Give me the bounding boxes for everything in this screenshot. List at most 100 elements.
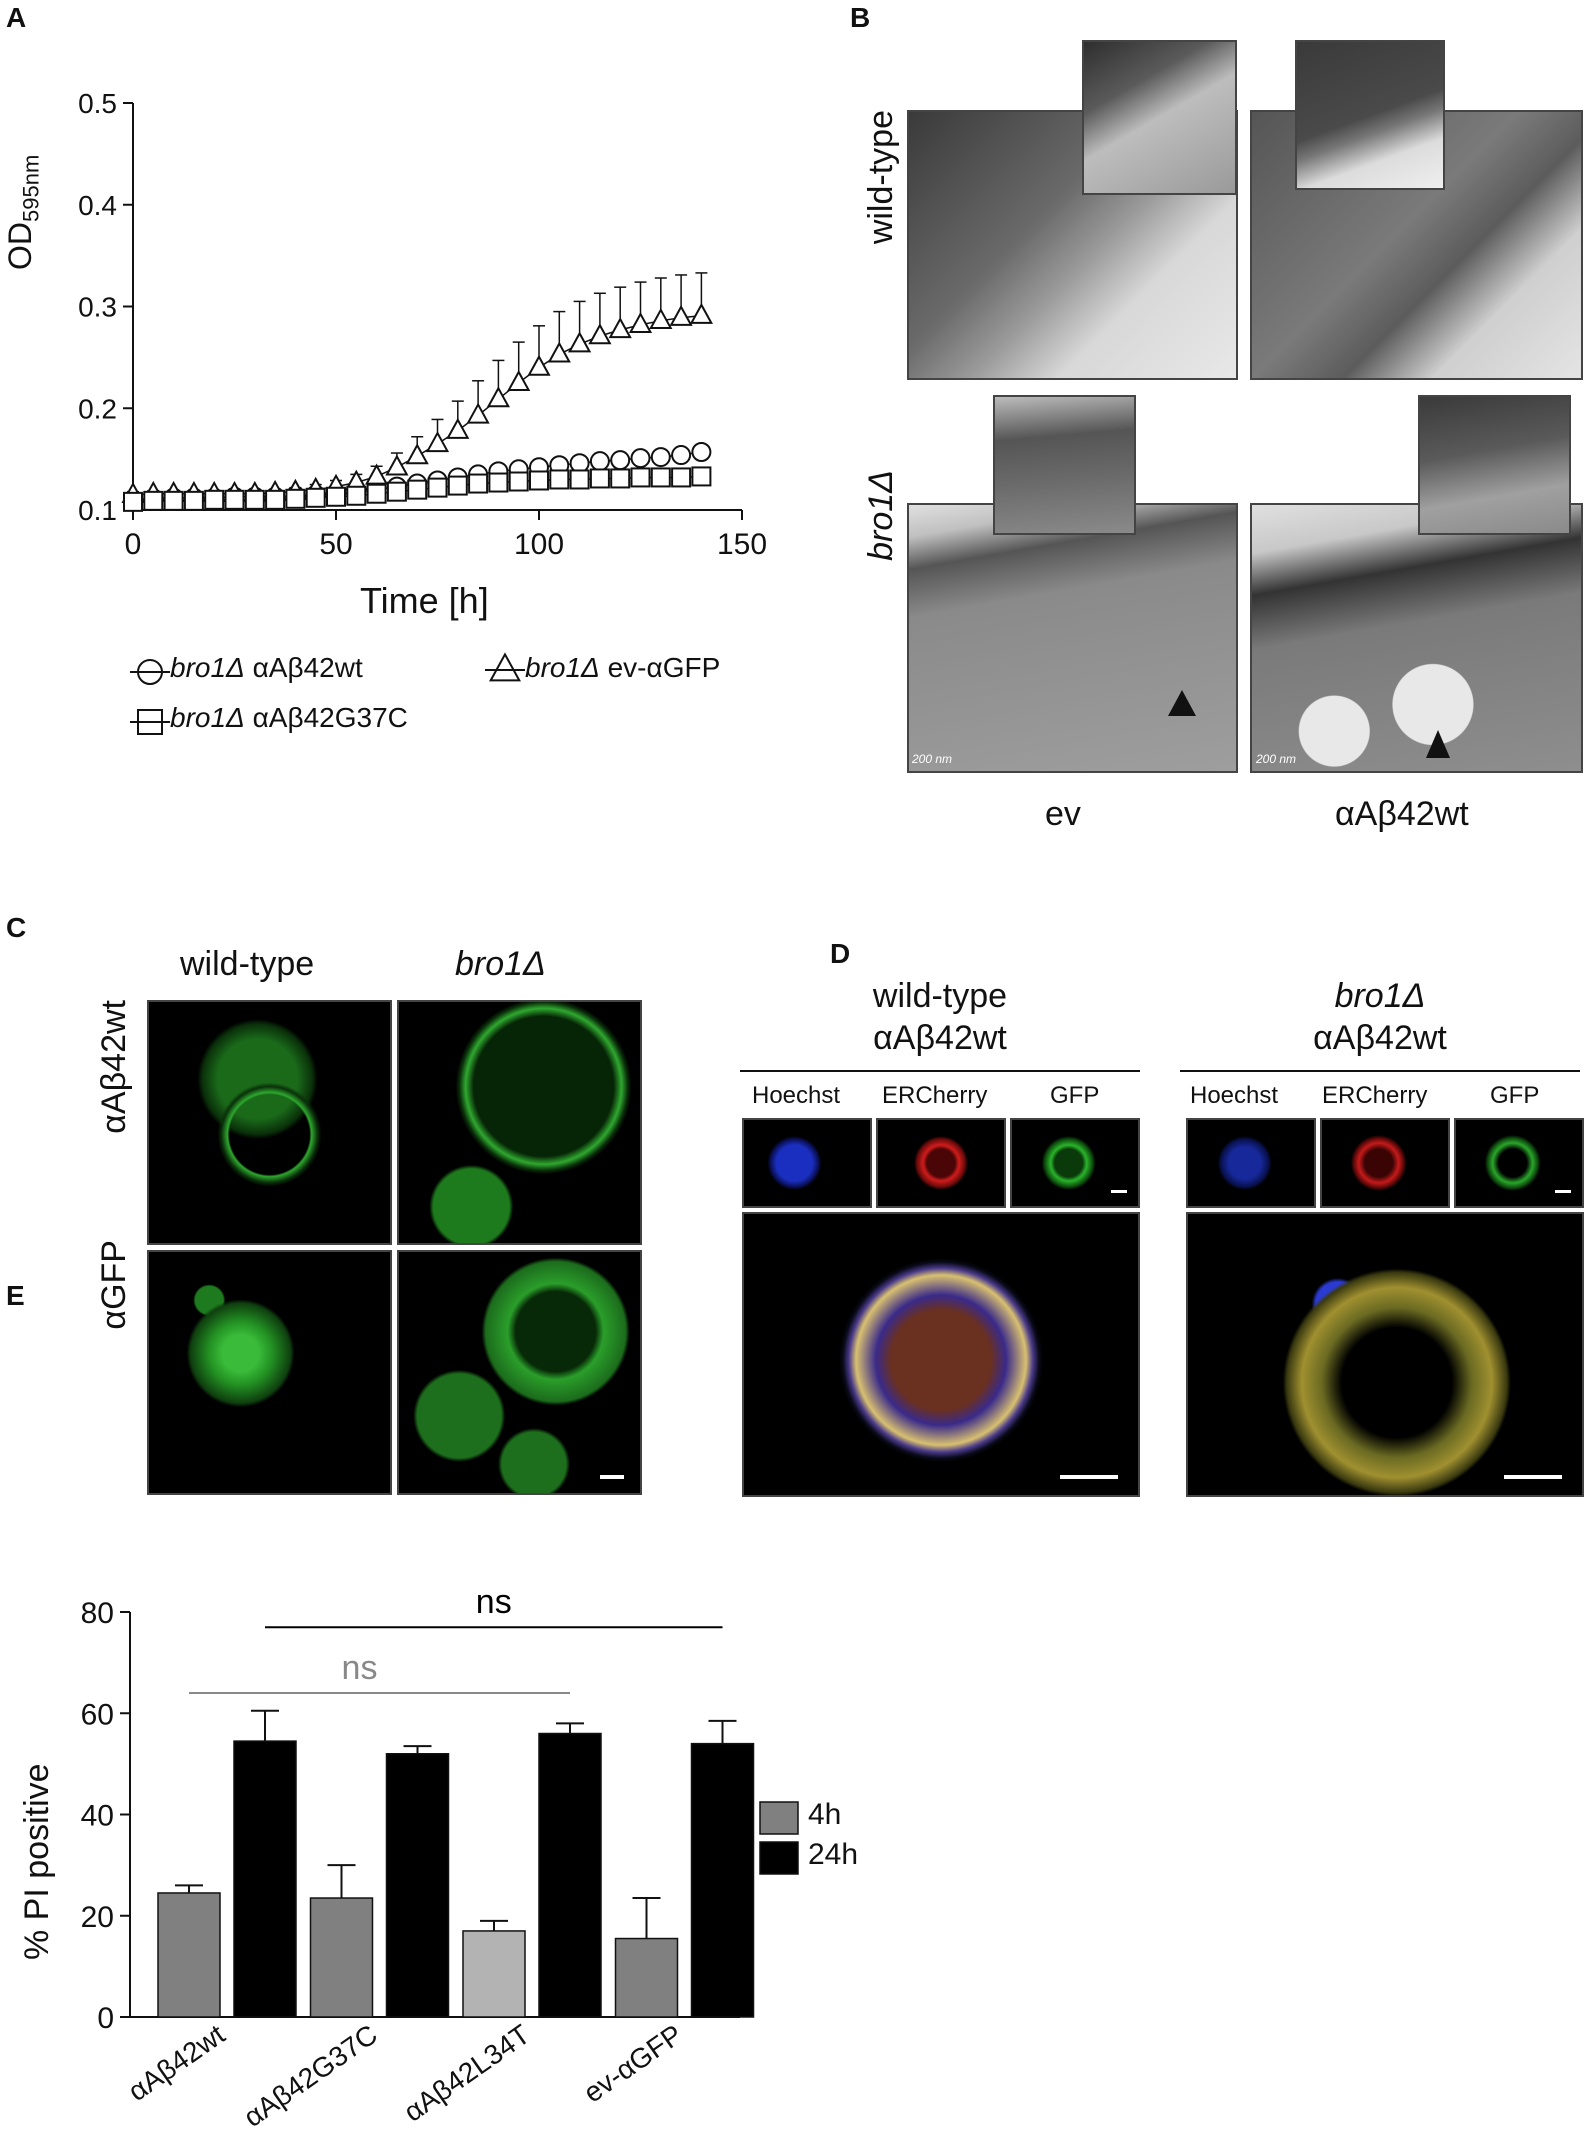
data-point (630, 448, 651, 469)
y-tick-label: 80 (81, 1597, 114, 1630)
significance-label: ns (342, 1649, 378, 1687)
bar (538, 1732, 602, 2018)
data-point (366, 483, 387, 504)
data-point (447, 475, 468, 496)
fluor-tile-wt-hoechst (742, 1118, 872, 1208)
data-point (508, 471, 529, 492)
channel-label-gfp: GFP (1050, 1082, 1100, 1109)
channel-label-hoechst: Hoechst (752, 1082, 841, 1109)
arrowhead-marker (1426, 730, 1450, 758)
data-point (385, 454, 409, 476)
data-point (691, 466, 712, 487)
data-point (285, 488, 306, 509)
channel-label-gfp: GFP (1490, 1082, 1540, 1109)
scale-bar (1111, 1190, 1127, 1193)
data-point (346, 485, 367, 506)
data-point (527, 354, 551, 376)
data-point (669, 304, 693, 326)
data-point (569, 469, 590, 490)
data-point (143, 490, 164, 511)
fluor-image-bro1-abeta (397, 1000, 642, 1245)
fluor-image-wt-gfp (147, 1250, 392, 1495)
bar (233, 1740, 297, 2018)
channel-label-ercherry: ERCherry (1322, 1082, 1428, 1109)
legend-swatch-4h (759, 1801, 799, 1835)
y-axis-label-pi: % PI positive (18, 1763, 56, 1960)
y-tick-label: 0.1 (78, 495, 117, 526)
data-point (446, 417, 470, 439)
legend-marker-triangle (489, 652, 521, 682)
channel-label-ercherry: ERCherry (882, 1082, 988, 1109)
fluor-tile-wt-ercherry (876, 1118, 1006, 1208)
data-point (326, 486, 346, 507)
legend-e-label-24h: 24h (808, 1838, 859, 1871)
y-tick-label: 0.2 (78, 393, 117, 424)
x-tick-label: αAβ42L34T (398, 2019, 535, 2128)
legend-a: bro1Δ αAβ42wt bro1Δ ev-αGFP bro1Δ αAβ42G… (110, 650, 910, 760)
scale-bar (600, 1475, 624, 1479)
panel-b-col-label-abeta: αAβ42wt (1335, 795, 1469, 833)
bar (462, 1930, 526, 2018)
scale-bar (1555, 1190, 1571, 1193)
em-inset-bro1-ev (993, 395, 1136, 535)
data-point (529, 470, 549, 491)
data-point (224, 489, 245, 510)
panel-d-group-wt: wild-type αAβ42wt (872, 977, 1008, 1057)
scale-bar (1060, 1475, 1118, 1479)
legend-item-triangle: bro1Δ ev-αGFP (525, 652, 721, 683)
fluor-tile-bro1-hoechst (1186, 1118, 1316, 1208)
data-point (386, 481, 407, 502)
x-tick-label: 0 (125, 528, 142, 561)
panel-c-col-label-wt: wild-type (180, 945, 315, 983)
x-tick-label: 150 (717, 528, 767, 561)
fluor-merge-bro1 (1186, 1212, 1584, 1497)
data-point (466, 402, 490, 424)
x-tick-label: 100 (514, 528, 564, 561)
data-point (628, 311, 653, 334)
x-axis-label-time: Time [h] (360, 580, 489, 621)
divider (1180, 1070, 1580, 1072)
data-point (610, 468, 631, 489)
legend-item-square: bro1Δ αAβ42G37C (170, 702, 408, 733)
data-point (365, 463, 389, 485)
data-point (163, 490, 184, 511)
x-tick-label: αAβ42wt (122, 2018, 230, 2107)
fluor-merge-wt (742, 1212, 1140, 1497)
channel-label-hoechst: Hoechst (1190, 1082, 1279, 1109)
panel-c-col-label-bro1: bro1Δ (455, 945, 546, 983)
data-point (407, 479, 428, 500)
data-point (204, 489, 225, 510)
y-tick-label: 0.4 (78, 190, 117, 221)
data-point (183, 490, 204, 511)
y-tick-label: 40 (81, 1800, 114, 1833)
scale-text-1: 200 nm (912, 752, 953, 766)
data-point (549, 469, 570, 490)
fluor-image-bro1-gfp (397, 1250, 642, 1495)
panel-b-col-label-ev: ev (1045, 795, 1081, 833)
data-point (691, 442, 712, 463)
fluor-tile-wt-gfp (1010, 1118, 1140, 1208)
y-tick-label: 0.3 (78, 292, 117, 323)
data-point (425, 430, 450, 453)
em-inset-bro1-abeta (1418, 395, 1571, 535)
scale-text-2: 200 nm (1256, 752, 1297, 766)
legend-swatch-24h (759, 1841, 799, 1875)
data-point (123, 491, 143, 512)
legend-e-label-4h: 4h (808, 1798, 842, 1831)
data-point (671, 445, 692, 466)
x-tick-label: 50 (319, 528, 352, 561)
y-tick-label: 0.5 (78, 88, 117, 119)
y-tick-label: 60 (81, 1698, 114, 1731)
x-tick-label: ev-αGFP (578, 2019, 688, 2109)
data-point (568, 331, 592, 353)
em-inset-wt-ev (1082, 40, 1237, 195)
data-point (547, 341, 571, 363)
panel-label-b: B (850, 2, 871, 33)
data-point (405, 443, 429, 465)
bar (385, 1753, 450, 2018)
bar (157, 1892, 221, 2018)
x-tick-label: αAβ42G37C (238, 2019, 383, 2133)
em-image-bro1-ev (907, 503, 1238, 773)
